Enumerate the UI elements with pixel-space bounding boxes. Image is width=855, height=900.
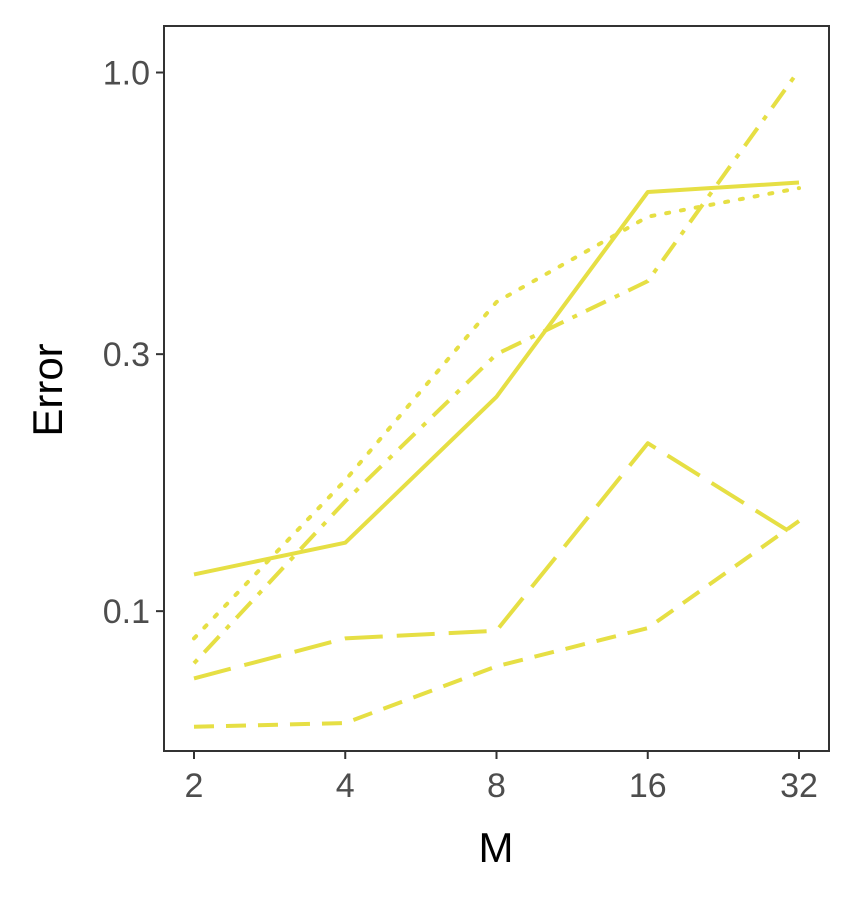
series-line-dotted xyxy=(192,186,801,641)
x-axis-title: M xyxy=(479,824,514,871)
series-line-solid xyxy=(193,180,800,577)
series-line-dashdot xyxy=(192,69,801,665)
x-tick-label: 16 xyxy=(629,767,667,805)
x-tick-label: 8 xyxy=(487,767,506,805)
x-tick-label: 2 xyxy=(185,767,204,805)
y-tick-label: 0.3 xyxy=(103,336,150,374)
y-axis-title: Error xyxy=(24,343,71,436)
y-axis: 0.1 0.3 1.0 xyxy=(103,55,164,631)
x-tick-label: 32 xyxy=(780,767,818,805)
series-line-longdash xyxy=(193,441,801,681)
x-axis: 2 4 8 16 32 xyxy=(185,751,818,805)
series-layer xyxy=(192,69,801,729)
y-tick-label: 0.1 xyxy=(103,593,150,631)
plot-panel xyxy=(163,25,830,752)
y-tick-label: 1.0 xyxy=(103,55,150,93)
series-line-dashed xyxy=(193,519,801,729)
x-tick-label: 4 xyxy=(336,767,355,805)
